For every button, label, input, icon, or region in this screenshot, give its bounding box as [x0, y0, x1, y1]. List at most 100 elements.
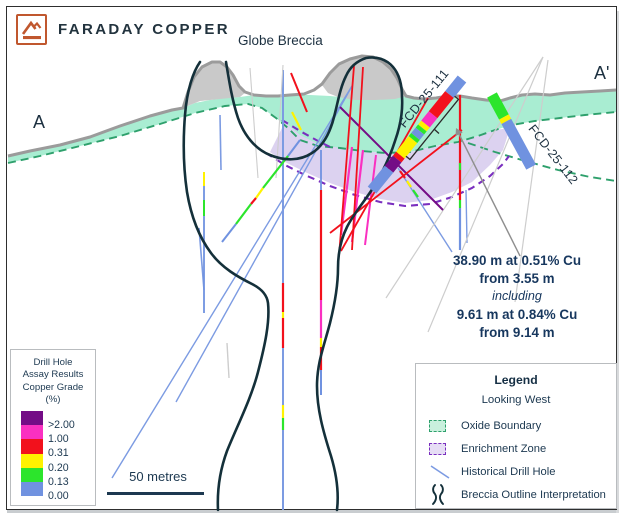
assay-scale-row: 0.20 — [21, 453, 95, 474]
assay-color-chip — [21, 482, 43, 497]
scale-bar-line — [107, 492, 204, 495]
enrichment-boundary-dashed — [265, 152, 510, 208]
assay-interval-yellow — [396, 136, 418, 159]
faraday-logo — [16, 14, 47, 45]
assay-legend-title: Drill Hole Assay Results Copper Grade (%… — [11, 357, 95, 406]
drill-trace — [111, 85, 353, 479]
brand-name: FARADAY COPPER — [58, 21, 230, 38]
globe-breccia-label: Globe Breccia — [238, 33, 323, 48]
assay-scale-row: 0.13 — [21, 467, 95, 488]
assay-scale-row: >2.00 — [21, 411, 95, 431]
legend-item-label: Oxide Boundary — [461, 419, 542, 432]
annotation-line: from 3.55 m — [479, 270, 555, 286]
assay-color-chip — [21, 439, 43, 454]
drill-trace — [290, 72, 308, 113]
assay-interval-magenta — [421, 111, 438, 128]
drill-trace — [287, 139, 301, 157]
drill-trace — [329, 129, 463, 234]
assay-scale-label: 0.00 — [48, 490, 69, 502]
assay-scale-row: 0.31 — [21, 439, 95, 459]
assay-title-line: Assay Results — [22, 369, 84, 381]
assay-interval-blue — [501, 118, 536, 170]
assay-interval-green — [408, 133, 420, 144]
assay-scale-row: 1.00 — [21, 425, 95, 445]
assay-interval-yellow — [499, 114, 512, 124]
assay-interval-purple — [384, 155, 402, 173]
drill-hole-label: FCD-25-112 — [526, 122, 581, 187]
section-label-a: A — [33, 112, 46, 132]
historical-line-icon — [429, 464, 455, 480]
assay-scale-label: >2.00 — [48, 419, 75, 432]
legend-subtitle: Looking West — [481, 394, 551, 406]
drill-hole-traces — [111, 56, 549, 510]
drill-trace — [262, 155, 289, 189]
assay-interval-yellow — [418, 120, 430, 132]
assay-scale-label: 1.00 — [48, 433, 69, 446]
assay-title-line: (%) — [45, 393, 61, 405]
section-label-a-prime: A' — [594, 63, 610, 83]
oxide-swatch-icon — [429, 419, 455, 432]
enrichment-swatch-icon — [429, 442, 455, 455]
assay-color-chip — [21, 425, 43, 440]
legend-box: Legend Looking West Oxide Boundary Enrich… — [415, 363, 617, 509]
drill-trace — [219, 114, 222, 171]
assay-scale-label: 0.31 — [48, 447, 69, 460]
drill-trace — [351, 66, 364, 251]
assay-scale-label: 0.13 — [48, 475, 69, 488]
mountain-icon — [21, 20, 41, 39]
drill-trace — [406, 180, 412, 188]
legend-items: Oxide Boundary Enrichment Zone Historical … — [416, 414, 616, 506]
drill-trace — [427, 56, 544, 333]
legend-title: Legend — [494, 373, 538, 387]
drill-trace — [175, 85, 353, 403]
drill-trace — [235, 203, 252, 225]
drill-trace — [250, 197, 257, 205]
drill-trace — [412, 189, 419, 198]
breccia-outline-left — [182, 60, 270, 512]
assay-interval-red — [428, 91, 454, 119]
drill-trace — [399, 170, 406, 179]
legend-item-label: Breccia Outline Interpretation — [461, 488, 606, 501]
interval-bracket — [405, 95, 460, 161]
oxide-boundary-dashed-lower — [467, 142, 617, 182]
legend-item: Enrichment Zone — [416, 437, 616, 460]
scale-bar-label: 50 metres — [129, 469, 187, 484]
assay-title-line: Copper Grade — [22, 381, 84, 393]
assay-annotation: 38.90 m at 0.51% Cu from 3.55 m includin… — [410, 252, 624, 342]
annotation-leader-arrow — [455, 128, 521, 257]
annotation-line: 38.90 m at 0.51% Cu — [452, 253, 582, 268]
assay-legend-box: Drill Hole Assay Results Copper Grade (%… — [10, 349, 96, 506]
legend-item: Oxide Boundary — [416, 414, 616, 437]
drill-trace — [339, 146, 354, 236]
assay-interval-red — [392, 151, 405, 163]
assay-color-chip — [21, 453, 43, 468]
assay-interval-blue — [367, 165, 394, 194]
breccia-outline-right — [224, 56, 404, 512]
drill-hole-FCD-25-112 — [487, 92, 536, 170]
drill-trace — [275, 64, 284, 179]
assay-interval-green — [415, 124, 427, 135]
assay-scale-label: 0.20 — [48, 461, 69, 474]
breccia-glyph-icon — [429, 484, 455, 505]
assay-interval-green — [487, 92, 509, 120]
drill-trace — [226, 342, 230, 379]
drill-hole-FCD-25-111 — [367, 75, 467, 194]
drill-trace — [385, 56, 544, 299]
figure-border — [6, 6, 617, 510]
drill-trace — [221, 223, 237, 243]
terrain-hill-right — [322, 56, 406, 100]
drill-trace — [249, 67, 259, 179]
assay-color-scale: >2.00 1.00 0.31 0.20 0.13 0.00 — [21, 411, 95, 502]
assay-color-chip — [21, 467, 43, 482]
annotation-line: from 9.14 m — [479, 324, 555, 340]
assay-interval-blue — [411, 127, 425, 140]
drill-trace — [465, 189, 468, 244]
annotation-line: including — [492, 289, 542, 304]
legend-item-label: Historical Drill Hole — [461, 465, 556, 478]
legend-item: Historical Drill Hole — [416, 460, 616, 483]
legend-item: Breccia Outline Interpretation — [416, 483, 616, 506]
brand-header: FARADAY COPPER — [16, 14, 230, 45]
assay-title-line: Drill Hole — [33, 357, 73, 368]
